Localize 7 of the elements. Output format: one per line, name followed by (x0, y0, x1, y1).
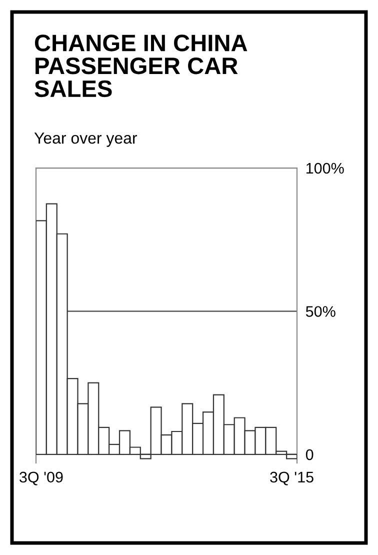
chart-subtitle: Year over year (34, 132, 138, 147)
x-tick-label: 3Q '15 (270, 472, 314, 486)
y-tick-label: 50% (306, 306, 336, 317)
chart-title: CHANGE IN CHINA PASSENGER CAR SALES (34, 34, 248, 98)
y-tick-label: 0 (306, 449, 314, 460)
x-tick-label: 3Q '09 (20, 472, 63, 486)
y-tick-label: 100% (306, 162, 344, 174)
